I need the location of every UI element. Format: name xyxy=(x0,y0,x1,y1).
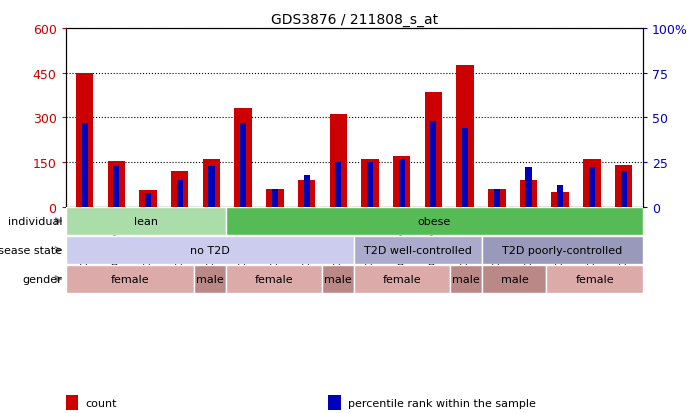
Bar xyxy=(322,265,354,293)
Bar xyxy=(354,265,451,293)
Text: T2D poorly-controlled: T2D poorly-controlled xyxy=(502,245,623,255)
Bar xyxy=(525,168,531,207)
Bar xyxy=(226,207,643,235)
Bar xyxy=(621,172,627,207)
Bar xyxy=(335,163,341,207)
Bar xyxy=(194,265,226,293)
Bar xyxy=(456,66,474,207)
Bar xyxy=(66,207,226,235)
Text: no T2D: no T2D xyxy=(190,245,230,255)
Bar xyxy=(82,123,88,207)
Text: male: male xyxy=(453,274,480,284)
Bar xyxy=(399,159,405,207)
Bar xyxy=(615,166,632,207)
Text: obese: obese xyxy=(417,216,451,226)
Bar xyxy=(430,122,437,207)
Bar xyxy=(462,129,468,207)
Bar xyxy=(145,193,151,207)
Bar xyxy=(589,168,595,207)
Bar xyxy=(494,190,500,207)
Bar xyxy=(240,123,246,207)
Text: lean: lean xyxy=(134,216,158,226)
Bar xyxy=(234,109,252,207)
Text: disease state: disease state xyxy=(0,245,62,255)
Text: female: female xyxy=(383,274,422,284)
Text: female: female xyxy=(575,274,614,284)
Bar xyxy=(171,172,189,207)
Bar xyxy=(451,265,482,293)
Bar xyxy=(425,93,442,207)
Bar xyxy=(520,180,537,207)
Bar xyxy=(303,175,310,207)
Text: count: count xyxy=(85,398,117,408)
Bar xyxy=(551,192,569,207)
Text: male: male xyxy=(324,274,352,284)
Text: male: male xyxy=(500,274,529,284)
Bar xyxy=(488,190,506,207)
Text: T2D well-controlled: T2D well-controlled xyxy=(364,245,472,255)
Bar xyxy=(354,236,482,264)
Bar xyxy=(209,166,214,207)
Bar xyxy=(482,236,643,264)
Bar xyxy=(177,180,183,207)
Bar xyxy=(361,160,379,207)
Bar xyxy=(226,265,322,293)
Text: female: female xyxy=(255,274,293,284)
Bar xyxy=(557,186,563,207)
Bar xyxy=(66,236,354,264)
Bar xyxy=(108,161,125,207)
Bar xyxy=(202,160,220,207)
Text: gender: gender xyxy=(22,274,62,284)
Bar xyxy=(113,166,120,207)
Bar xyxy=(76,74,93,207)
Bar xyxy=(266,190,283,207)
Bar xyxy=(583,160,600,207)
Bar xyxy=(547,265,643,293)
Bar xyxy=(298,180,315,207)
Bar xyxy=(367,163,373,207)
Bar xyxy=(66,265,194,293)
Text: individual: individual xyxy=(8,216,62,226)
Text: percentile rank within the sample: percentile rank within the sample xyxy=(348,398,536,408)
Text: male: male xyxy=(196,274,224,284)
Bar xyxy=(482,265,547,293)
Bar xyxy=(393,157,410,207)
Text: female: female xyxy=(111,274,149,284)
Bar xyxy=(140,191,157,207)
Title: GDS3876 / 211808_s_at: GDS3876 / 211808_s_at xyxy=(271,12,437,26)
Bar xyxy=(330,115,347,207)
Bar xyxy=(272,190,278,207)
